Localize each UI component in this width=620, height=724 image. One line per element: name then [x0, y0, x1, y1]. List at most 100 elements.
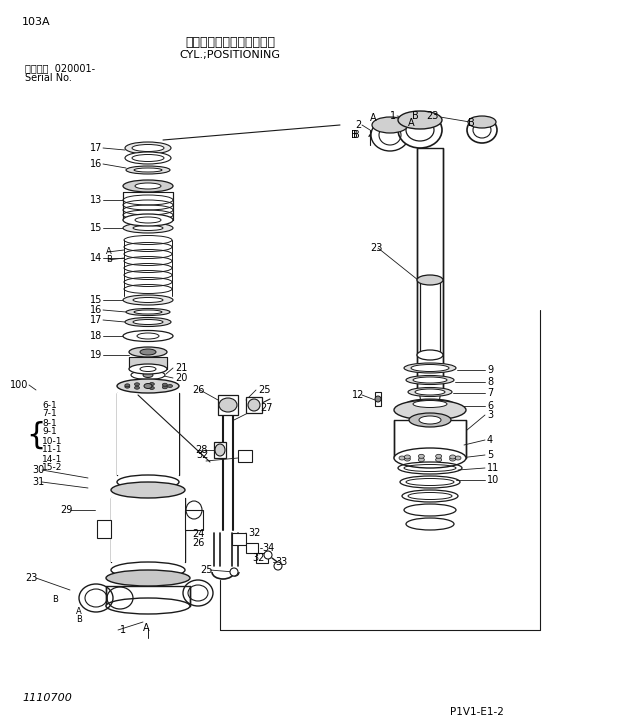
Text: 31: 31 [32, 477, 44, 487]
Text: B: B [106, 256, 112, 264]
Ellipse shape [134, 168, 162, 172]
Ellipse shape [162, 386, 167, 389]
Ellipse shape [264, 551, 272, 559]
Text: 5: 5 [487, 450, 494, 460]
Ellipse shape [404, 457, 410, 461]
Text: 19: 19 [90, 350, 102, 360]
Ellipse shape [106, 570, 190, 586]
Bar [185, 510, 203, 530]
Text: 27: 27 [260, 403, 273, 413]
Ellipse shape [450, 455, 456, 459]
Text: 34: 34 [262, 543, 274, 553]
Text: 15: 15 [90, 295, 102, 305]
Ellipse shape [125, 318, 171, 327]
Ellipse shape [418, 454, 424, 458]
Ellipse shape [450, 457, 456, 461]
Bar [417, 148, 443, 390]
Ellipse shape [167, 384, 172, 387]
Text: 29: 29 [60, 505, 73, 515]
Text: A: A [370, 113, 376, 123]
Ellipse shape [117, 475, 179, 489]
Ellipse shape [404, 363, 456, 373]
Text: A: A [408, 118, 415, 128]
Ellipse shape [135, 183, 161, 189]
Ellipse shape [394, 448, 466, 468]
Text: 6-1: 6-1 [42, 400, 57, 410]
Text: 12: 12 [352, 390, 365, 400]
Ellipse shape [131, 371, 165, 379]
Ellipse shape [132, 154, 164, 161]
Ellipse shape [399, 456, 405, 460]
Text: {: { [26, 421, 46, 450]
Text: 11-1: 11-1 [42, 445, 63, 455]
Ellipse shape [219, 398, 237, 412]
Text: B: B [353, 130, 360, 140]
Ellipse shape [274, 562, 282, 570]
Ellipse shape [371, 119, 409, 151]
Ellipse shape [143, 373, 153, 377]
Bar [129, 357, 167, 369]
Ellipse shape [406, 399, 454, 409]
Text: 7-1: 7-1 [42, 410, 57, 418]
Text: 7: 7 [487, 388, 494, 398]
Text: 16: 16 [90, 159, 102, 169]
Ellipse shape [417, 275, 443, 285]
Ellipse shape [162, 383, 167, 386]
Ellipse shape [394, 400, 466, 420]
Ellipse shape [436, 458, 441, 462]
Text: 26: 26 [192, 538, 205, 548]
Bar [123, 192, 173, 220]
Text: 1: 1 [120, 625, 126, 635]
Ellipse shape [126, 308, 170, 316]
Bar [238, 450, 252, 462]
Ellipse shape [137, 333, 159, 339]
Text: 23: 23 [25, 573, 37, 583]
Text: B: B [76, 615, 82, 625]
Text: 6: 6 [487, 401, 493, 411]
Text: 10-1: 10-1 [42, 437, 63, 445]
Ellipse shape [230, 568, 238, 576]
Text: P1V1-E1-2: P1V1-E1-2 [450, 707, 504, 717]
Text: 18: 18 [90, 331, 102, 341]
Text: 21: 21 [175, 363, 187, 373]
Text: 26: 26 [192, 385, 205, 395]
Text: 17: 17 [90, 315, 102, 325]
Text: 8: 8 [487, 377, 493, 387]
Text: Serial No.: Serial No. [25, 73, 72, 83]
Text: 10: 10 [487, 475, 499, 485]
Ellipse shape [398, 112, 442, 148]
Text: 23: 23 [370, 243, 383, 253]
Text: 20: 20 [175, 373, 187, 383]
Text: 32: 32 [248, 528, 260, 538]
Ellipse shape [111, 562, 185, 578]
Text: 25: 25 [258, 385, 270, 395]
Bar [256, 553, 268, 563]
Ellipse shape [140, 366, 156, 371]
Text: 9-1: 9-1 [42, 427, 57, 437]
Text: 24: 24 [192, 529, 205, 539]
Bar [106, 586, 190, 606]
Ellipse shape [413, 400, 447, 408]
Text: 適用号機  020001-: 適用号機 020001- [25, 63, 95, 73]
Text: B: B [412, 111, 418, 121]
Ellipse shape [215, 444, 225, 456]
Text: 14-1: 14-1 [42, 455, 63, 463]
Bar [394, 420, 466, 458]
Bar [214, 442, 226, 458]
Ellipse shape [129, 347, 167, 357]
Text: 100: 100 [10, 380, 28, 390]
Text: 32: 32 [252, 553, 264, 563]
Text: 14: 14 [90, 253, 102, 263]
Ellipse shape [140, 349, 156, 355]
Ellipse shape [404, 455, 410, 459]
Text: 17: 17 [90, 143, 102, 153]
Ellipse shape [417, 350, 443, 360]
Ellipse shape [418, 458, 424, 462]
Ellipse shape [123, 180, 173, 192]
Text: 33: 33 [275, 557, 287, 567]
Text: A: A [106, 248, 112, 256]
Ellipse shape [415, 389, 445, 395]
Text: 13: 13 [90, 195, 102, 205]
Ellipse shape [134, 310, 162, 314]
Ellipse shape [132, 145, 164, 151]
